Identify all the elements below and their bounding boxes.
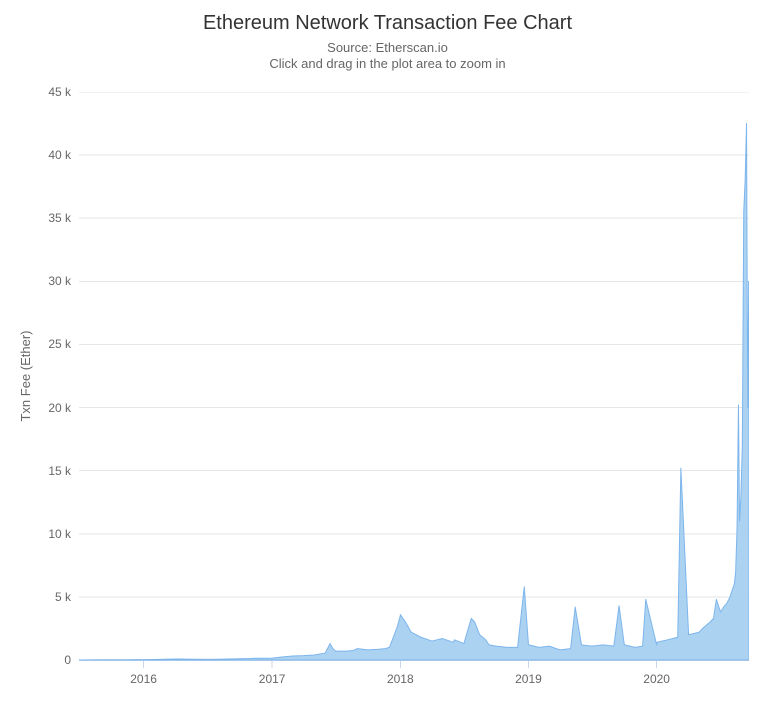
x-tick-label: 2018 [380, 672, 420, 686]
y-tick-label: 5 k [55, 590, 71, 604]
y-tick-label: 15 k [48, 464, 71, 478]
y-tick-label: 35 k [48, 211, 71, 225]
chart-container: Ethereum Network Transaction Fee Chart S… [0, 0, 775, 710]
x-tick-label: 2019 [508, 672, 548, 686]
y-tick-label: 10 k [48, 527, 71, 541]
chart-subtitle-2: Click and drag in the plot area to zoom … [0, 56, 775, 71]
chart-title: Ethereum Network Transaction Fee Chart [0, 12, 775, 35]
y-tick-label: 20 k [48, 401, 71, 415]
y-tick-label: 45 k [48, 85, 71, 99]
y-tick-label: 30 k [48, 274, 71, 288]
y-tick-label: 25 k [48, 337, 71, 351]
y-axis-label: Txn Fee (Ether) [18, 92, 33, 660]
x-tick-label: 2017 [252, 672, 292, 686]
y-tick-label: 0 [64, 653, 71, 667]
x-tick-label: 2016 [124, 672, 164, 686]
x-tick-label: 2020 [637, 672, 677, 686]
chart-plot-area[interactable] [79, 92, 749, 670]
chart-subtitle-1: Source: Etherscan.io [0, 40, 775, 55]
y-tick-label: 40 k [48, 148, 71, 162]
